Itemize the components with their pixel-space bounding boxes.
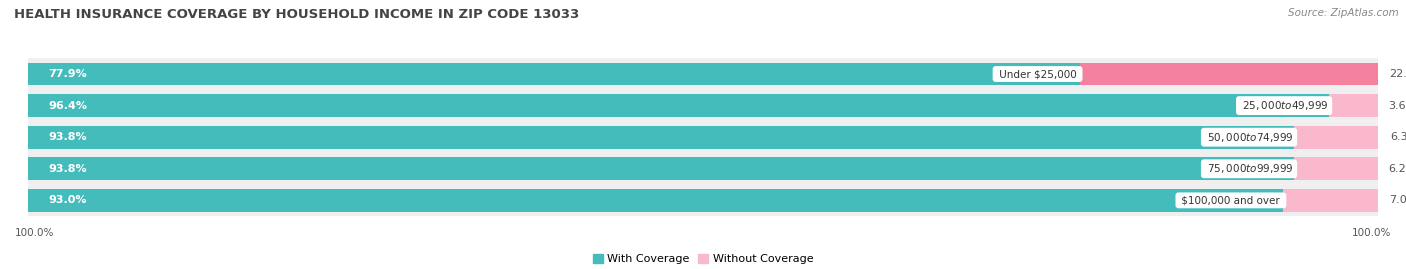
Bar [28, 94, 1329, 117]
Text: 22.1%: 22.1% [1389, 69, 1406, 79]
Text: 93.8%: 93.8% [48, 132, 87, 142]
Text: Under $25,000: Under $25,000 [995, 69, 1080, 79]
Text: 6.3%: 6.3% [1391, 132, 1406, 142]
Text: 6.2%: 6.2% [1389, 164, 1406, 174]
Bar [28, 157, 1294, 180]
Text: 93.0%: 93.0% [48, 195, 87, 205]
FancyBboxPatch shape [28, 58, 1378, 90]
Legend: With Coverage, Without Coverage: With Coverage, Without Coverage [588, 249, 818, 268]
Text: 77.9%: 77.9% [48, 69, 87, 79]
FancyBboxPatch shape [28, 153, 1378, 185]
Text: 3.6%: 3.6% [1389, 101, 1406, 111]
Bar [1284, 189, 1378, 212]
Text: 7.0%: 7.0% [1389, 195, 1406, 205]
Bar [1329, 94, 1378, 117]
Text: 96.4%: 96.4% [48, 101, 87, 111]
Text: 93.8%: 93.8% [48, 164, 87, 174]
Text: HEALTH INSURANCE COVERAGE BY HOUSEHOLD INCOME IN ZIP CODE 13033: HEALTH INSURANCE COVERAGE BY HOUSEHOLD I… [14, 8, 579, 21]
Bar [28, 189, 1284, 212]
Text: $25,000 to $49,999: $25,000 to $49,999 [1239, 99, 1329, 112]
Text: $75,000 to $99,999: $75,000 to $99,999 [1204, 162, 1294, 175]
Text: 100.0%: 100.0% [1353, 228, 1392, 239]
FancyBboxPatch shape [28, 90, 1378, 121]
Text: Source: ZipAtlas.com: Source: ZipAtlas.com [1288, 8, 1399, 18]
FancyBboxPatch shape [28, 185, 1378, 216]
FancyBboxPatch shape [28, 121, 1378, 153]
Bar [1294, 126, 1379, 148]
Bar [1080, 63, 1378, 85]
Text: $50,000 to $74,999: $50,000 to $74,999 [1204, 131, 1294, 144]
Bar [1294, 157, 1378, 180]
Bar [28, 63, 1080, 85]
Text: 100.0%: 100.0% [14, 228, 53, 239]
Text: $100,000 and over: $100,000 and over [1178, 195, 1284, 205]
Bar [28, 126, 1294, 148]
